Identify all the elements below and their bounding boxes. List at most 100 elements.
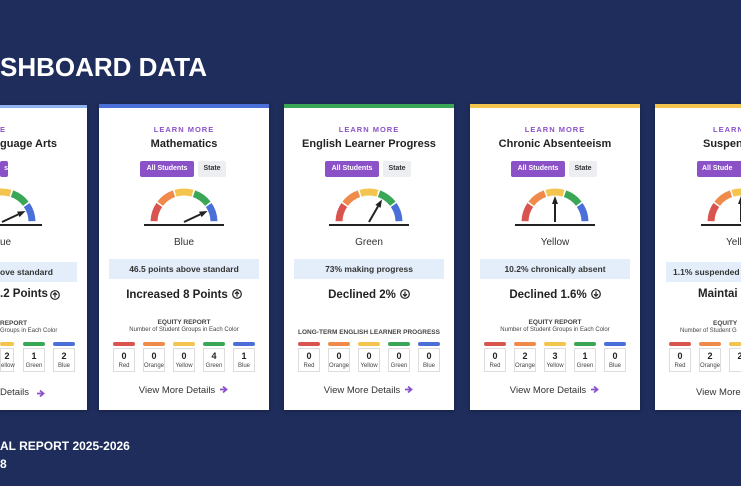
color-label: Blue [173, 237, 194, 248]
gauge-segment [150, 203, 163, 222]
count-value: 3 [552, 351, 558, 361]
count-value: 0 [677, 351, 683, 361]
change-text: Declined 1.6% [509, 289, 587, 301]
learn-more-link[interactable]: LEARN MORE [338, 125, 400, 134]
toggle-button[interactable]: State [383, 161, 411, 177]
view-more-text[interactable]: View More [696, 387, 741, 398]
toggle-button[interactable]: All Students [140, 161, 194, 177]
equity-title: EQUITY REPORT [528, 319, 582, 326]
card-title: guage Arts [0, 138, 58, 150]
color-bar [0, 342, 14, 346]
count-box: 0 Blue [604, 348, 626, 372]
count-box: 0 Green [388, 348, 410, 372]
gauge-needle [183, 213, 201, 223]
count-box: 1 Green [23, 348, 45, 372]
card-title: Suspens [703, 138, 741, 150]
view-more-text[interactable]: View More Details [509, 385, 587, 396]
equity-subtitle: Number of Student Groups in Each Color [129, 327, 239, 333]
learn-more-link[interactable]: LEARN MORE [524, 125, 586, 134]
equity-title: LONG-TERM ENGLISH LEARNER PROGRESS [298, 329, 440, 336]
change-row: Declined 1.6% [470, 285, 640, 303]
toggle-button[interactable]: All Students [511, 161, 565, 177]
count-value: 1 [582, 351, 588, 361]
metric-card: LEARN MORE Mathematics All Students State Bl… [99, 104, 269, 410]
count-box: 0 Red [484, 348, 506, 372]
gauge-needle [1, 213, 19, 223]
count-box: 0 Red [298, 348, 320, 372]
card-title: English Learner Progress [302, 138, 436, 150]
equity-title: EQUITY REPORT [157, 319, 211, 326]
count-box: 2 Orange [699, 348, 721, 372]
count-value: 0 [426, 351, 432, 361]
count-label: ellow [1, 363, 15, 369]
equity-title: REPORT [0, 320, 28, 327]
view-more-link[interactable]: View More Details [470, 384, 640, 396]
color-bar [514, 342, 536, 346]
count-value: 0 [306, 351, 312, 361]
count-box: 2 ellow [0, 348, 15, 372]
icon [144, 188, 224, 226]
color-bar [484, 342, 506, 346]
gauge-segment [359, 188, 379, 197]
footer-line: AL REPORT 2025-2026 [0, 439, 130, 453]
view-more-text[interactable]: View More Details [323, 385, 401, 396]
count-label: Orange [700, 363, 721, 369]
icon [37, 389, 45, 398]
toggle-button[interactable]: s [0, 161, 8, 177]
view-more-link[interactable]: View More Details [284, 384, 454, 396]
gauge-segment [157, 190, 176, 207]
equity-title: EQUITY [713, 320, 738, 327]
count-label: Blue [422, 363, 435, 369]
view-more-text[interactable]: View More Details [138, 385, 216, 396]
color-bar [729, 342, 741, 346]
toggle-button[interactable]: State [198, 161, 226, 177]
status-box: ove standard [0, 262, 77, 282]
icon [231, 289, 242, 299]
learn-more-link[interactable]: E [0, 125, 7, 134]
change-text: Declined 2% [328, 289, 396, 301]
color-bar [203, 342, 225, 346]
status-box: 46.5 points above standard [109, 259, 259, 279]
gauge-segment [0, 188, 12, 197]
metric-card: LEARN MORE English Learner Progress All St… [284, 104, 454, 410]
change-row: Increased 8 Points [99, 285, 269, 303]
count-value: 1 [241, 351, 247, 361]
learn-more-link[interactable]: LEARN [713, 125, 741, 134]
count-label: Orange [329, 363, 350, 369]
toggle-button[interactable]: All Stude [697, 161, 741, 177]
color-bar [574, 342, 596, 346]
status-box: 73% making progress [294, 259, 444, 279]
view-more-link[interactable]: View More Details [99, 384, 269, 396]
color-bar [669, 342, 691, 346]
count-label: Green [25, 363, 43, 369]
icon [591, 385, 600, 394]
toggle-button[interactable]: All Students [325, 161, 379, 177]
count-label: Orange [144, 363, 165, 369]
count-box: 1 Green [574, 348, 596, 372]
count-label: Green [576, 363, 594, 369]
learn-more-link[interactable]: LEARN MORE [153, 125, 215, 134]
count-box: 1 Blue [233, 348, 255, 372]
toggle-button[interactable]: State [569, 161, 597, 177]
count-box: 0 Red [113, 348, 135, 372]
arrow [400, 384, 414, 394]
count-label: Green [205, 363, 223, 369]
footer-line: 8 [0, 457, 7, 471]
arrow [215, 384, 229, 394]
count-label: Red [674, 363, 686, 369]
color-bar [699, 342, 721, 346]
card-title: Chronic Absenteeism [498, 138, 612, 150]
count-box: 4 Green [203, 348, 225, 372]
equity-subtitle: Number of Student Groups in Each Color [500, 327, 610, 333]
gauge-segment [192, 190, 211, 207]
change-icon [228, 288, 242, 299]
icon [701, 188, 741, 226]
count-label: Blue [608, 363, 621, 369]
metric-card: LEARN Suspens All Stude Yell 1.1% suspended M… [655, 104, 741, 410]
equity-subtitle: Groups in Each Color [0, 328, 58, 334]
change-row: Declined 2% [284, 285, 454, 303]
count-box: 0 Orange [328, 348, 350, 372]
view-more-text[interactable]: Details [0, 387, 30, 398]
